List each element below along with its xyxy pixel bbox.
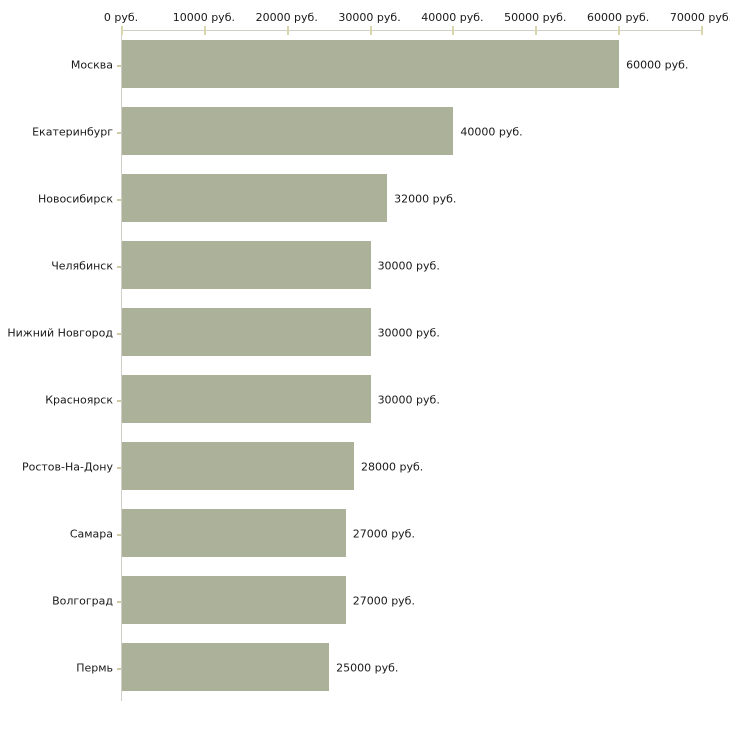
value-label: 25000 руб. [336, 661, 399, 674]
value-label: 40000 руб. [460, 125, 523, 138]
plot-area: Москва 60000 руб. Екатеринбург 40000 руб. Но… [7, 26, 703, 701]
bar-row: Челябинск 30000 руб. [51, 232, 702, 299]
value-label: 30000 руб. [377, 326, 440, 339]
x-axis-tick-mark [203, 26, 206, 35]
x-axis-tick-label: 40000 руб. [421, 11, 484, 24]
x-axis-tick-mark [452, 26, 455, 35]
x-axis-tick-label: 0 руб. [103, 11, 139, 24]
x-axis-tick-label: 70000 руб. [669, 11, 730, 24]
x-axis-tick-mark [369, 26, 372, 35]
bar [122, 643, 330, 691]
value-label: 27000 руб. [352, 594, 415, 607]
bar [122, 241, 371, 289]
category-label: Челябинск [51, 259, 113, 272]
bar-row: Волгоград 27000 руб. [52, 567, 702, 634]
x-axis-tick-mark [535, 26, 538, 35]
x-axis-tick-mark [286, 26, 289, 35]
category-label: Пермь [76, 661, 113, 674]
category-label: Нижний Новгород [7, 326, 113, 339]
bar-row: Новосибирск 32000 руб. [38, 165, 702, 232]
x-axis-tick-label: 10000 руб. [172, 11, 235, 24]
category-tick-mark [117, 64, 121, 67]
bar [122, 576, 346, 624]
bar [122, 40, 620, 88]
x-axis-tick-label: 50000 руб. [504, 11, 567, 24]
bar [122, 308, 371, 356]
value-label: 60000 руб. [626, 58, 689, 71]
category-tick-mark [117, 667, 121, 670]
category-label: Новосибирск [37, 192, 113, 205]
bar-row: Пермь 25000 руб. [76, 634, 702, 701]
value-label: 30000 руб. [377, 393, 440, 406]
bar [122, 509, 346, 557]
value-label: 30000 руб. [377, 259, 440, 272]
category-label: Красноярск [45, 393, 113, 406]
bar-row: Екатеринбург 40000 руб. [32, 98, 702, 165]
category-tick-mark [117, 533, 121, 536]
x-axis-tick-mark [121, 26, 123, 35]
x-axis-tick-mark [701, 26, 703, 35]
bar [122, 107, 454, 155]
bar-row: Самара 27000 руб. [70, 500, 702, 567]
bar-row: Нижний Новгород 30000 руб. [7, 299, 702, 366]
category-label: Самара [69, 527, 113, 540]
category-tick-mark [117, 131, 121, 134]
bar [122, 375, 371, 423]
category-label: Москва [70, 58, 113, 71]
x-axis-tick-label: 60000 руб. [587, 11, 650, 24]
x-axis-tick-label: 20000 руб. [255, 11, 318, 24]
bar-row: Красноярск 30000 руб. [45, 366, 702, 433]
value-label: 28000 руб. [361, 460, 424, 473]
x-axis-tick-label: 30000 руб. [338, 11, 401, 24]
category-label: Ростов-На-Дону [21, 460, 113, 473]
category-tick-mark [117, 265, 121, 268]
category-label: Екатеринбург [32, 125, 113, 138]
bar [122, 174, 388, 222]
category-label: Волгоград [52, 594, 113, 607]
category-tick-mark [117, 332, 121, 335]
bar-row: Москва 60000 руб. [71, 31, 702, 98]
value-label: 27000 руб. [352, 527, 415, 540]
category-tick-mark [117, 399, 121, 402]
bar [122, 442, 354, 490]
bar-row: Ростов-На-Дону 28000 руб. [22, 433, 702, 500]
value-label: 32000 руб. [394, 192, 457, 205]
category-tick-mark [117, 466, 121, 469]
x-axis-tick-mark [618, 26, 621, 35]
category-tick-mark [117, 600, 121, 603]
category-tick-mark [117, 198, 121, 201]
